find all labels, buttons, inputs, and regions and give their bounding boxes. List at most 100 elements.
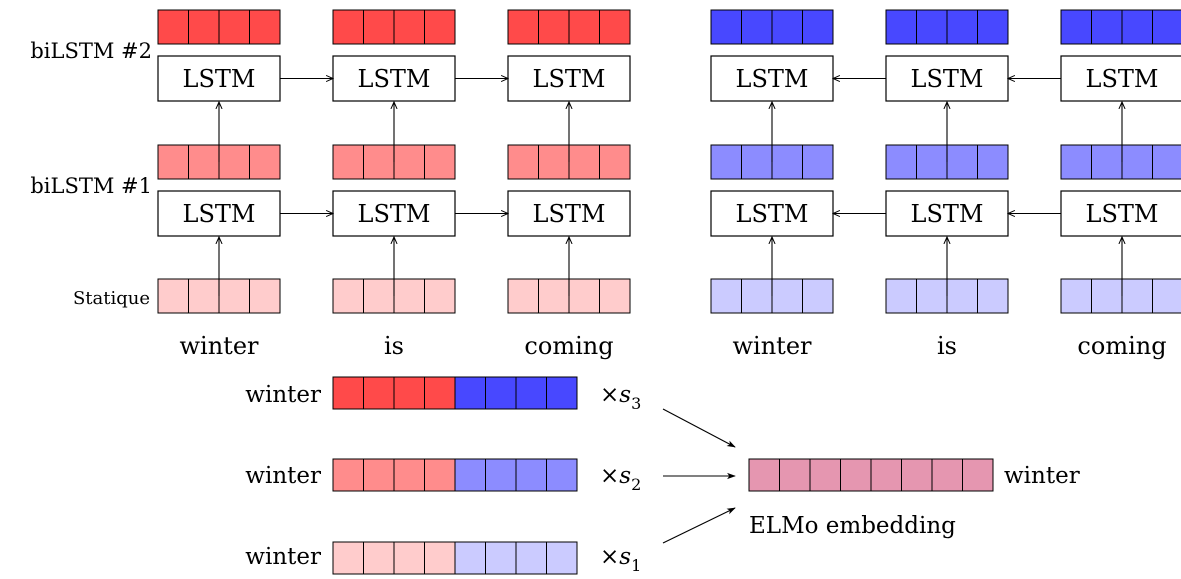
- backward-3-layer1-lstm-label: LSTM: [1086, 200, 1159, 228]
- forward-1-layer2-vector-cell-3: [218, 9, 250, 45]
- elmo-output-vector-cell-8: [962, 458, 994, 492]
- scale-s1-sub: 1: [631, 556, 641, 575]
- scale-s2-var: s: [619, 463, 631, 489]
- forward-1-layer2-vector-cell-2: [188, 9, 220, 45]
- forward-2-layer2-vector-cell-1: [332, 9, 364, 45]
- forward-2-layer2-lstm-label: LSTM: [358, 65, 431, 93]
- forward-3-static-vector-cell-4: [599, 278, 631, 314]
- layer2-label: biLSTM #2: [30, 39, 152, 63]
- combo-layer1-vector-cell-2: [363, 458, 395, 492]
- forward-3-layer2-vector-cell-2: [538, 9, 570, 45]
- backward-1-layer1-vector-cell-2: [741, 144, 773, 180]
- combo-static-vector-cell-7: [515, 541, 547, 575]
- scale-s3-var: s: [619, 382, 631, 408]
- backward-3-word: coming: [1077, 332, 1166, 360]
- forward-3-layer1-lstm-box: [507, 190, 631, 237]
- forward-1-word: winter: [180, 332, 260, 360]
- combo-static-vector-cell-8: [546, 541, 578, 575]
- combo-layer1-vector-cell-8: [546, 458, 578, 492]
- backward-1-layer2-vector-cell-4: [802, 9, 834, 45]
- scale-s1-var: s: [619, 544, 631, 570]
- backward-1-layer1-vector-cell-3: [771, 144, 803, 180]
- combo-layer1-vector-cell-7: [515, 458, 547, 492]
- forward-1-layer1-lstm-box: [157, 190, 281, 237]
- forward-1-layer1-vector-cell-4: [249, 144, 281, 180]
- forward-3-layer2-vector-cell-1: [507, 9, 539, 45]
- forward-2-layer1-vector-cell-1: [332, 144, 364, 180]
- forward-2-layer2-lstm-box: [332, 55, 456, 102]
- backward-2-static-vector-cell-1: [885, 278, 917, 314]
- backward-1-layer1-lstm-label: LSTM: [736, 200, 809, 228]
- backward-2-static-vector-cell-2: [916, 278, 948, 314]
- elmo-output-vector-cell-7: [931, 458, 963, 492]
- backward-2-layer2-vector-cell-2: [916, 9, 948, 45]
- forward-1-layer2-lstm-label: LSTM: [183, 65, 256, 93]
- generated-structure: LSTM LSTM winter LSTM LSTM is LSTM LSTM coming LS…: [157, 9, 1181, 575]
- forward-3-layer1-vector-cell-4: [599, 144, 631, 180]
- forward-3-layer1-vector-cell-1: [507, 144, 539, 180]
- forward-2-static-vector-cell-4: [424, 278, 456, 314]
- backward-1-layer1-vector-cell-1: [710, 144, 742, 180]
- elmo-output-vector-cell-5: [870, 458, 902, 492]
- forward-2-layer1-lstm-box: [332, 190, 456, 237]
- forward-3-layer2-vector-cell-3: [568, 9, 600, 45]
- backward-1-layer2-vector-cell-2: [741, 9, 773, 45]
- backward-3-layer1-vector-cell-1: [1060, 144, 1092, 180]
- forward-1-layer2-vector-cell-1: [157, 9, 189, 45]
- forward-1-static-vector-cell-2: [188, 278, 220, 314]
- backward-2-layer2-lstm-label: LSTM: [911, 65, 984, 93]
- backward-3-static-vector-cell-2: [1091, 278, 1123, 314]
- combo-static-vector-cell-4: [424, 541, 456, 575]
- scale-s1: ×s1: [600, 544, 641, 575]
- backward-2-static-vector-cell-3: [946, 278, 978, 314]
- backward-3-static-vector-cell-1: [1060, 278, 1092, 314]
- backward-3-layer2-vector-cell-1: [1060, 9, 1092, 45]
- forward-2-layer1-lstm-label: LSTM: [358, 200, 431, 228]
- combo-word-row3: winter: [245, 382, 321, 408]
- scale-s2-sub: 2: [631, 475, 641, 494]
- combo-layer2-vector-cell-3: [393, 376, 425, 410]
- forward-3-static-vector-cell-3: [568, 278, 600, 314]
- forward-2-layer1-vector-cell-4: [424, 144, 456, 180]
- scale-s2-times: ×: [600, 463, 619, 489]
- combo-word-row2: winter: [245, 463, 321, 489]
- forward-1-layer1-vector-cell-3: [218, 144, 250, 180]
- backward-3-static-vector-cell-4: [1152, 278, 1181, 314]
- scale-s1-times: ×: [600, 544, 619, 570]
- forward-1-layer2-vector-cell-4: [249, 9, 281, 45]
- backward-3-layer2-vector-cell-2: [1091, 9, 1123, 45]
- static-label: Statique: [73, 288, 150, 309]
- combo-layer1-vector-cell-5: [454, 458, 486, 492]
- forward-3-static-vector-cell-1: [507, 278, 539, 314]
- forward-3-layer2-lstm-label: LSTM: [533, 65, 606, 93]
- combo-static-vector-cell-5: [454, 541, 486, 575]
- backward-2-layer2-vector-cell-4: [977, 9, 1009, 45]
- backward-3-layer1-lstm-box: [1060, 190, 1181, 237]
- elmo-output-vector-cell-6: [901, 458, 933, 492]
- backward-3-static-vector-cell-3: [1121, 278, 1153, 314]
- backward-2-layer1-vector-cell-1: [885, 144, 917, 180]
- combo-layer2-vector-cell-7: [515, 376, 547, 410]
- backward-2-layer2-vector-cell-1: [885, 9, 917, 45]
- forward-3-word: coming: [524, 332, 613, 360]
- forward-3-layer1-lstm-label: LSTM: [533, 200, 606, 228]
- combo-static-vector-cell-6: [485, 541, 517, 575]
- forward-3-layer1-vector-cell-2: [538, 144, 570, 180]
- elmo-caption: ELMo embedding: [749, 513, 956, 539]
- forward-2-layer1-vector-cell-2: [363, 144, 395, 180]
- combo-static-vector-cell-2: [363, 541, 395, 575]
- forward-2-static-vector-cell-1: [332, 278, 364, 314]
- backward-2-word: is: [937, 332, 957, 360]
- combo-layer2-vector-cell-6: [485, 376, 517, 410]
- backward-1-static-vector-cell-4: [802, 278, 834, 314]
- forward-2-layer2-vector-cell-3: [393, 9, 425, 45]
- backward-3-layer2-lstm-label: LSTM: [1086, 65, 1159, 93]
- forward-1-static-vector-cell-3: [218, 278, 250, 314]
- combo-layer2-vector-cell-8: [546, 376, 578, 410]
- backward-3-layer1-vector-cell-2: [1091, 144, 1123, 180]
- layer1-label: biLSTM #1: [30, 174, 152, 198]
- elmo-output-vector-cell-2: [779, 458, 811, 492]
- forward-3-layer2-lstm-box: [507, 55, 631, 102]
- backward-3-layer1-vector-cell-4: [1152, 144, 1181, 180]
